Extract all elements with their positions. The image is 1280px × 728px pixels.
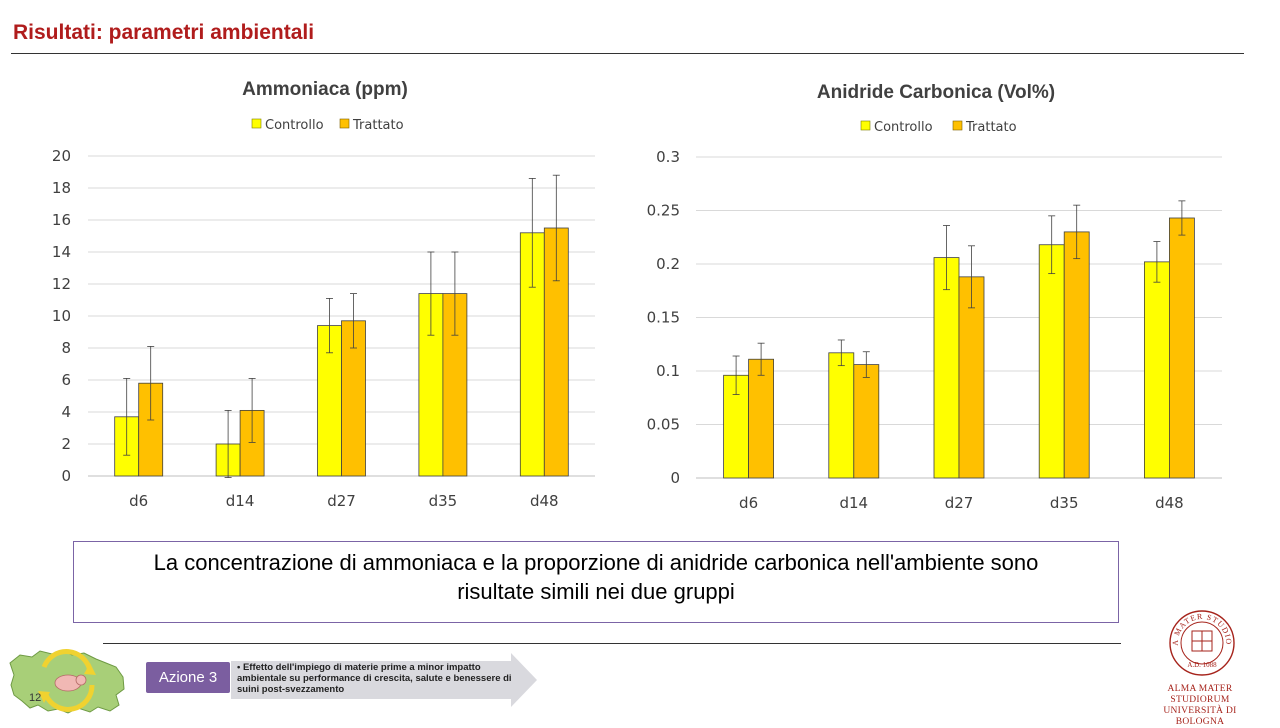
y-tick-label: 0.3 xyxy=(656,148,680,166)
x-tick-label: d48 xyxy=(530,492,559,510)
bar-controllo-d48 xyxy=(1144,261,1170,479)
conclusion-box: La concentrazione di ammoniaca e la prop… xyxy=(73,541,1119,623)
bar-trattato-d14 xyxy=(239,409,265,477)
bar-trattato-d35 xyxy=(1063,231,1090,479)
x-tick-label: d27 xyxy=(945,494,974,512)
university-seal-icon: ALMA MATER STUDIORUM A.D. 1088 xyxy=(1168,609,1235,676)
y-tick-label: 0.1 xyxy=(656,362,680,380)
y-tick-label: 0.05 xyxy=(647,416,680,434)
azione-arrow-shape xyxy=(231,653,537,707)
y-tick-label: 20 xyxy=(52,147,71,165)
seal-year: A.D. 1088 xyxy=(1187,661,1217,669)
university-line-1: ALMA MATER STUDIORUM xyxy=(1167,684,1233,705)
legend-label-controllo: Controllo xyxy=(265,118,324,133)
bar-controllo-d27 xyxy=(317,325,342,477)
y-tick-label: 10 xyxy=(52,307,71,325)
x-tick-label: d14 xyxy=(839,494,868,512)
y-tick-label: 0 xyxy=(61,467,71,485)
x-tick-label: d6 xyxy=(739,494,758,512)
title-divider xyxy=(11,53,1244,54)
footer-divider xyxy=(103,643,1121,644)
bar-controllo-d35 xyxy=(1038,244,1065,479)
chart-anidride-carbonica: Anidride Carbonica (Vol%) Controllo Trat… xyxy=(647,82,1222,512)
azione-description: • Effetto dell'impiego di materie prime … xyxy=(237,662,512,695)
azione-description-text: Effetto dell'impiego di materie prime a … xyxy=(237,662,512,695)
pig-head-icon xyxy=(75,674,87,686)
svg-text:ALMA MATER STUDIORUM: ALMA MATER STUDIORUM xyxy=(1168,609,1233,646)
y-tick-label: 6 xyxy=(61,371,71,389)
seal-motto: ALMA MATER STUDIORUM xyxy=(1168,609,1232,646)
y-tick-label: 8 xyxy=(61,339,71,357)
bar-controllo-d27 xyxy=(933,257,960,479)
x-tick-label: d14 xyxy=(226,492,255,510)
y-tick-label: 2 xyxy=(61,435,71,453)
y-tick-label: 0 xyxy=(670,469,680,487)
chart-title: Ammoniaca (ppm) xyxy=(242,79,408,100)
page-number: 12 xyxy=(29,692,42,704)
y-tick-label: 16 xyxy=(52,211,71,229)
bar-trattato-d48 xyxy=(1169,217,1195,479)
x-tick-label: d48 xyxy=(1155,494,1184,512)
legend-swatch-trattato xyxy=(339,118,350,129)
chart-ammoniaca: Ammoniaca (ppm) Controllo Trattato 0 2 4 6 8… xyxy=(52,79,595,510)
y-tick-label: 12 xyxy=(52,275,71,293)
chart-title: Anidride Carbonica (Vol%) xyxy=(817,82,1055,103)
university-line-2: UNIVERSITÀ DI BOLOGNA xyxy=(1163,706,1237,727)
y-tick-label: 18 xyxy=(52,179,71,197)
legend-swatch-controllo xyxy=(251,118,262,129)
legend-swatch-controllo xyxy=(860,120,871,131)
x-tick-label: d35 xyxy=(429,492,458,510)
y-tick-label: 14 xyxy=(52,243,71,261)
project-logo xyxy=(9,649,125,714)
x-tick-label: d35 xyxy=(1050,494,1079,512)
y-tick-label: 4 xyxy=(61,403,71,421)
bar-trattato-d14 xyxy=(853,364,880,479)
arrowhead-icon xyxy=(38,691,50,703)
cycle-arrow-icon xyxy=(41,649,93,672)
y-tick-label: 0.25 xyxy=(647,202,680,220)
cycle-arrow-icon xyxy=(43,684,95,712)
bar-trattato-d27 xyxy=(958,276,985,479)
arrowhead-icon xyxy=(84,663,96,675)
azione-badge: Azione 3 xyxy=(146,662,230,693)
x-tick-label: d6 xyxy=(129,492,148,510)
legend-label-trattato: Trattato xyxy=(965,120,1017,135)
legend-label-controllo: Controllo xyxy=(874,120,933,135)
legend-label-trattato: Trattato xyxy=(352,118,404,133)
bar-controllo-d14 xyxy=(828,352,855,479)
y-tick-label: 0.2 xyxy=(656,255,680,273)
y-tick-label: 0.15 xyxy=(647,309,680,327)
university-name: ALMA MATER STUDIORUM UNIVERSITÀ DI BOLOG… xyxy=(1138,684,1262,728)
slide-title: Risultati: parametri ambientali xyxy=(13,21,315,44)
x-tick-label: d27 xyxy=(327,492,356,510)
conclusion-line-1: La concentrazione di ammoniaca e la prop… xyxy=(153,550,1039,575)
bar-trattato-d6 xyxy=(748,358,774,479)
legend-swatch-trattato xyxy=(952,120,963,131)
conclusion-line-2: risultate simili nei due gruppi xyxy=(457,579,735,604)
